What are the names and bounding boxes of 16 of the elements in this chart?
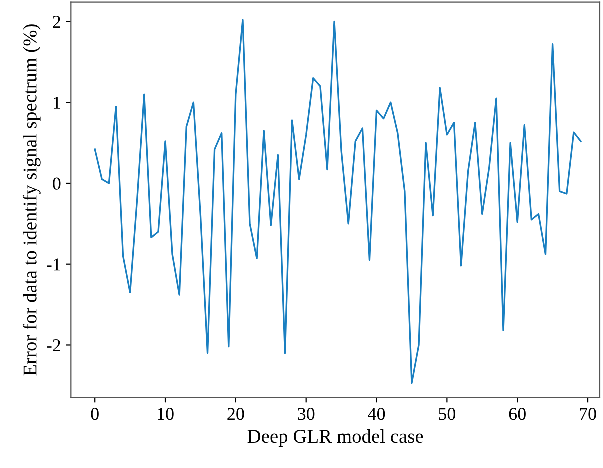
y-axis-title: Error for data to identify signal spectrum (%) [22, 24, 41, 376]
x-tick-label: 30 [298, 408, 315, 420]
y-tick-label: -1 [47, 258, 60, 271]
y-tick-label: 0 [53, 178, 61, 190]
x-tick-label: 40 [368, 408, 386, 420]
x-tick-label: 70 [580, 408, 596, 420]
line-series [94, 19, 582, 384]
x-tick-label: 50 [439, 408, 456, 420]
y-tick-label: 1 [54, 96, 60, 109]
x-axis-title: Deep GLR model case [248, 429, 424, 448]
x-tick-label: 0 [91, 408, 99, 420]
x-tick-label: 20 [228, 408, 244, 420]
y-tick-label: -2 [47, 340, 60, 352]
x-tick-label: 60 [509, 408, 526, 420]
x-tick-label: 10 [158, 408, 174, 420]
y-tick-label: 2 [53, 16, 60, 28]
